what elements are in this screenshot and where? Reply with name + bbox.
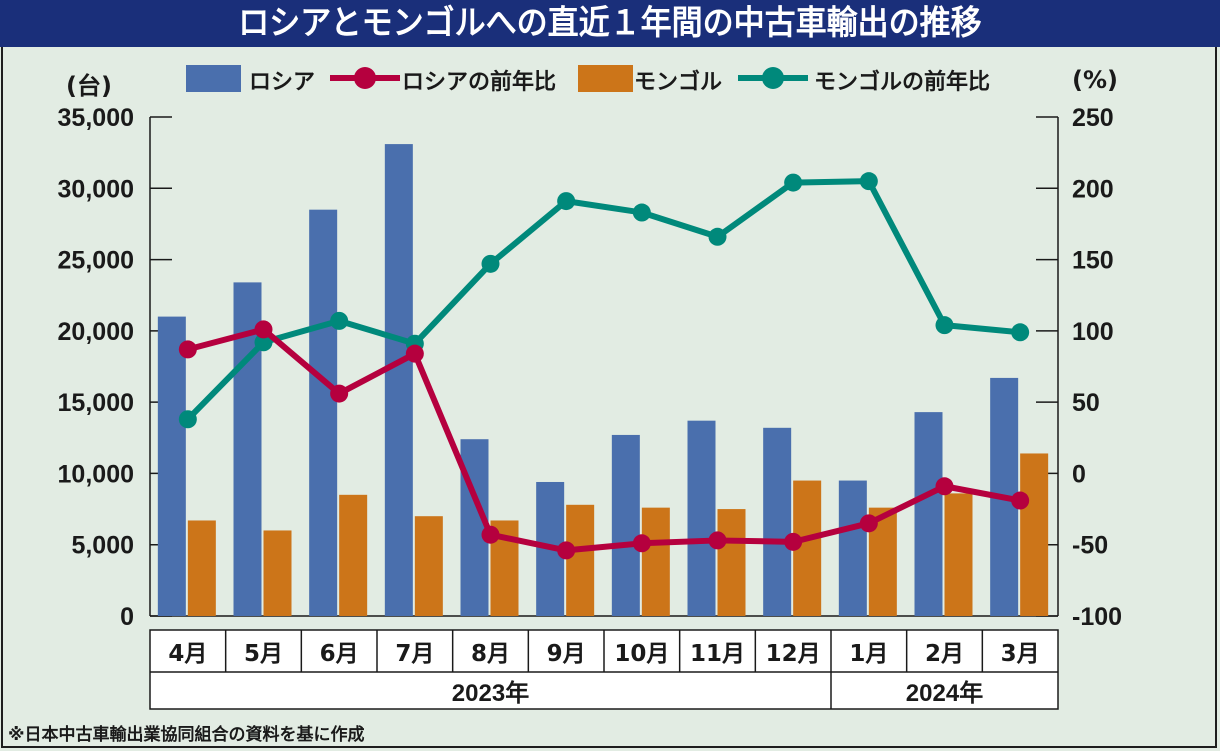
month-label: 11月 bbox=[690, 641, 745, 667]
bar-russia bbox=[687, 420, 716, 616]
bar-mongolia bbox=[1020, 453, 1049, 616]
left-tick-label: 35,000 bbox=[58, 104, 134, 132]
year-label: 2023年 bbox=[452, 679, 529, 707]
point-mongolia-yoy bbox=[859, 172, 878, 191]
month-label: 6月 bbox=[320, 641, 359, 667]
point-russia-yoy bbox=[632, 534, 651, 553]
legend-swatch-mongolia bbox=[578, 65, 633, 92]
left-tick-label: 5,000 bbox=[71, 532, 134, 560]
point-mongolia-yoy bbox=[557, 192, 576, 211]
bar-russia bbox=[914, 412, 943, 616]
bar-mongolia bbox=[566, 504, 595, 616]
point-mongolia-yoy bbox=[935, 316, 954, 335]
legend-label-mongolia-yoy: モンゴルの前年比 bbox=[814, 70, 991, 95]
left-axis-unit-label: (台) bbox=[66, 72, 112, 100]
bar-mongolia bbox=[717, 509, 746, 616]
point-russia-yoy bbox=[708, 531, 727, 550]
source-note: ※日本中古車輸出業協同組合の資料を基に作成 bbox=[8, 725, 365, 745]
point-russia-yoy bbox=[557, 541, 576, 560]
point-mongolia-yoy bbox=[632, 203, 651, 222]
bar-mongolia bbox=[944, 493, 973, 616]
bar-mongolia bbox=[339, 494, 368, 616]
point-mongolia-yoy bbox=[1011, 323, 1030, 342]
legend-swatch-russia bbox=[186, 65, 241, 92]
legend-label-mongolia: モンゴル bbox=[634, 70, 723, 95]
point-mongolia-yoy bbox=[708, 227, 727, 246]
left-tick-label: 25,000 bbox=[58, 247, 134, 275]
point-russia-yoy bbox=[859, 514, 878, 533]
month-label: 4月 bbox=[168, 641, 207, 667]
point-russia-yoy bbox=[178, 340, 197, 359]
right-tick-label: 200 bbox=[1072, 175, 1114, 203]
bar-mongolia bbox=[187, 520, 216, 616]
left-tick-label: 15,000 bbox=[58, 389, 134, 417]
bar-russia bbox=[309, 209, 338, 616]
right-tick-label: 0 bbox=[1072, 460, 1086, 488]
legend-label-russia-yoy: ロシアの前年比 bbox=[402, 70, 557, 95]
right-tick-label: -50 bbox=[1072, 532, 1108, 560]
left-tick-label: 20,000 bbox=[58, 318, 134, 346]
line-russia-yoy bbox=[187, 326, 1021, 554]
bar-mongolia bbox=[641, 507, 670, 616]
bar-russia bbox=[838, 480, 867, 616]
line-mongolia-yoy bbox=[185, 178, 1021, 422]
right-tick-label: 100 bbox=[1072, 318, 1114, 346]
left-tick-label: 30,000 bbox=[58, 175, 134, 203]
year-label: 2024年 bbox=[906, 679, 983, 707]
legend-marker-mongolia-yoy bbox=[762, 67, 784, 89]
point-mongolia-yoy bbox=[784, 173, 803, 192]
point-russia-yoy bbox=[935, 477, 954, 496]
bar-russia bbox=[611, 434, 640, 616]
right-tick-label: -100 bbox=[1072, 603, 1122, 631]
legend-marker-russia-yoy bbox=[354, 67, 376, 89]
month-label: 2月 bbox=[925, 641, 964, 667]
bar-russia bbox=[763, 427, 792, 616]
chart-title: ロシアとモンゴルへの直近１年間の中古車輸出の推移 bbox=[238, 3, 982, 43]
point-mongolia-yoy bbox=[330, 311, 349, 330]
month-label: 5月 bbox=[244, 641, 283, 667]
point-russia-yoy bbox=[1011, 491, 1030, 510]
bar-mongolia bbox=[414, 516, 443, 616]
month-label: 1月 bbox=[849, 641, 888, 667]
point-russia-yoy bbox=[330, 384, 349, 403]
point-russia-yoy bbox=[784, 532, 803, 551]
left-tick-label: 10,000 bbox=[58, 460, 134, 488]
bar-russia bbox=[157, 316, 186, 616]
month-label: 8月 bbox=[471, 641, 510, 667]
point-russia-yoy bbox=[481, 525, 500, 544]
month-label: 12月 bbox=[766, 641, 821, 667]
bar-mongolia bbox=[263, 530, 292, 616]
right-tick-label: 50 bbox=[1072, 389, 1100, 417]
chart-title-bar: ロシアとモンゴルへの直近１年間の中古車輸出の推移 bbox=[0, 0, 1220, 47]
point-mongolia-yoy bbox=[254, 333, 273, 352]
point-mongolia-yoy bbox=[481, 254, 500, 273]
bar-russia bbox=[384, 144, 413, 617]
left-tick-label: 0 bbox=[120, 603, 134, 631]
point-mongolia-yoy bbox=[178, 410, 197, 429]
month-label: 3月 bbox=[1001, 641, 1040, 667]
month-label: 10月 bbox=[614, 641, 669, 667]
point-russia-yoy bbox=[254, 320, 273, 339]
right-tick-label: 150 bbox=[1072, 247, 1114, 275]
month-label: 9月 bbox=[547, 641, 586, 667]
right-tick-label: 250 bbox=[1072, 104, 1114, 132]
month-label: 7月 bbox=[395, 641, 434, 667]
right-axis-unit-label: (%) bbox=[1072, 66, 1118, 94]
point-russia-yoy bbox=[405, 344, 424, 363]
legend-label-russia: ロシア bbox=[249, 70, 316, 95]
